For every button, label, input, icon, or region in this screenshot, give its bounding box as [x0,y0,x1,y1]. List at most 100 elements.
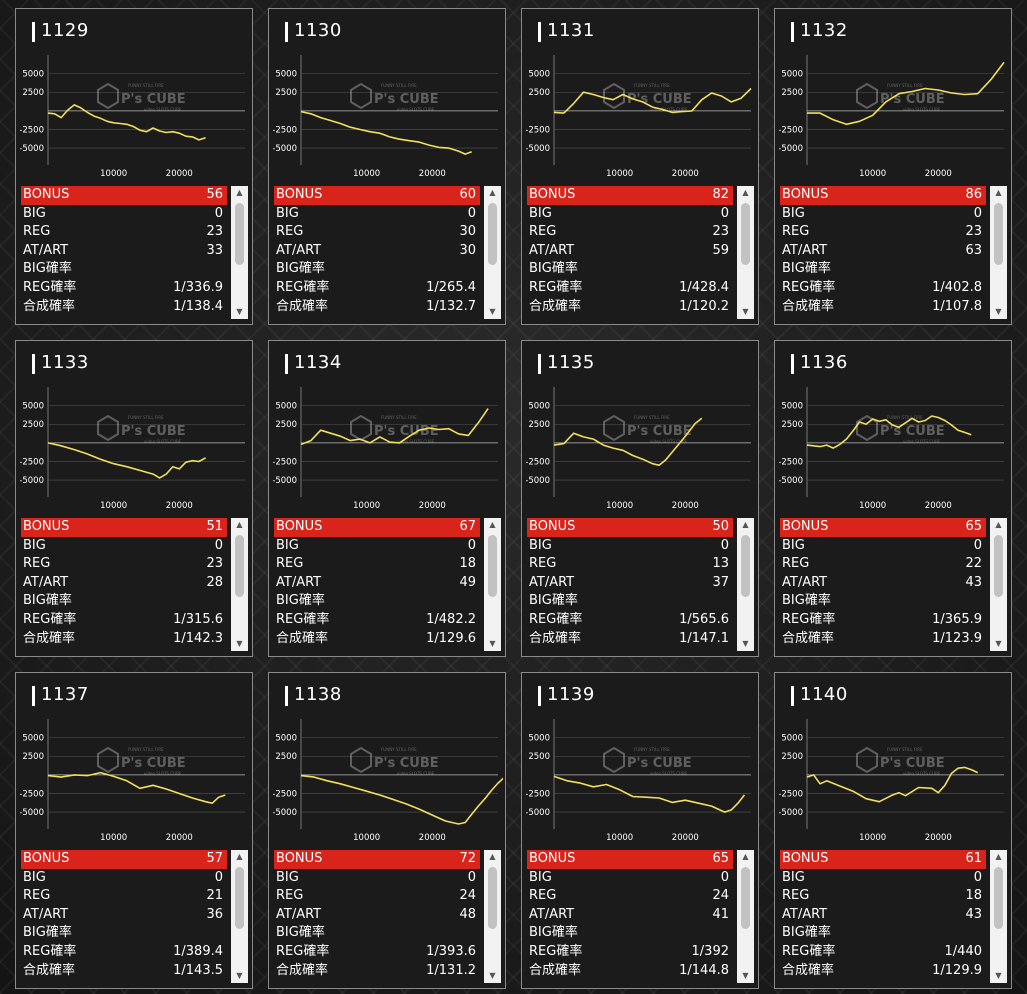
stats-panel[interactable]: BONUS 86 BIG 0 REG 23 AT/ART 63 BIG確率 REG確率 1/402.… [780,186,1007,319]
machine-card[interactable]: 1130 5000 2500 -2500 -5000 10000 20000 P's CUBE… [268,8,506,325]
stats-scrollbar[interactable]: ▲ ▼ [484,518,501,651]
arrow-up-icon[interactable]: ▲ [489,520,496,529]
stats-scrollbar[interactable]: ▲ ▼ [231,518,248,651]
stat-label: 合成確率 [276,630,329,646]
stat-label: BONUS [529,519,576,534]
stat-label: BIG確率 [529,593,578,609]
arrow-down-icon[interactable]: ▼ [236,639,243,648]
stat-label: REG確率 [276,944,330,959]
arrow-up-icon[interactable]: ▲ [236,188,243,197]
bonus-row: BONUS 60 [274,186,480,205]
machine-card[interactable]: 1139 5000 2500 -2500 -5000 10000 20000 P's CUBE… [521,672,759,989]
arrow-down-icon[interactable]: ▼ [995,971,1002,980]
arrow-down-icon[interactable]: ▼ [742,971,749,980]
machine-card[interactable]: 1137 5000 2500 -2500 -5000 10000 20000 P's CUBE… [15,672,253,989]
arrow-down-icon[interactable]: ▼ [742,307,749,316]
scroll-thumb[interactable] [994,203,1003,265]
scroll-thumb[interactable] [994,867,1003,929]
arrow-down-icon[interactable]: ▼ [489,639,496,648]
scroll-thumb[interactable] [488,867,497,929]
watermark-subline: video SLOTS CUBE [650,439,688,444]
machine-card[interactable]: 1134 5000 2500 -2500 -5000 10000 20000 P's CUBE… [268,340,506,657]
stats-panel[interactable]: BONUS 67 BIG 0 REG 18 AT/ART 49 BIG確率 REG確率 1/482.… [274,518,501,651]
arrow-down-icon[interactable]: ▼ [236,971,243,980]
machine-card[interactable]: 1136 5000 2500 -2500 -5000 10000 20000 P's CUBE… [774,340,1012,657]
machine-card[interactable]: 1132 5000 2500 -2500 -5000 10000 20000 P's CUBE… [774,8,1012,325]
stats-scrollbar[interactable]: ▲ ▼ [990,850,1007,983]
stat-value: 0 [214,537,223,553]
arrow-up-icon[interactable]: ▲ [489,188,496,197]
machine-number: 1135 [547,352,595,373]
stats-panel[interactable]: BONUS 82 BIG 0 REG 23 AT/ART 59 BIG確率 REG確率 1/428.… [527,186,754,319]
arrow-down-icon[interactable]: ▼ [742,639,749,648]
arrow-down-icon[interactable]: ▼ [236,307,243,316]
at-art-row: AT/ART 43 [780,574,986,593]
arrow-up-icon[interactable]: ▲ [236,520,243,529]
big-row: BIG 0 [21,537,227,556]
scroll-thumb[interactable] [994,535,1003,597]
stats-panel[interactable]: BONUS 57 BIG 0 REG 21 AT/ART 36 BIG確率 REG確率 1/389.… [21,850,248,983]
stat-label: REG確率 [782,944,836,959]
stats-panel[interactable]: BONUS 51 BIG 0 REG 23 AT/ART 28 BIG確率 REG確率 1/315.… [21,518,248,651]
arrow-up-icon[interactable]: ▲ [236,852,243,861]
stats-scrollbar[interactable]: ▲ ▼ [231,186,248,319]
scroll-thumb[interactable] [235,203,244,265]
bonus-row: BONUS 56 [21,186,227,205]
machine-card[interactable]: 1140 5000 2500 -2500 -5000 10000 20000 P's CUBE… [774,672,1012,989]
scroll-thumb[interactable] [741,535,750,597]
arrow-up-icon[interactable]: ▲ [489,852,496,861]
machine-card[interactable]: 1135 5000 2500 -2500 -5000 10000 20000 P's CUBE… [521,340,759,657]
stats-scrollbar[interactable]: ▲ ▼ [737,518,754,651]
machine-card[interactable]: 1133 5000 2500 -2500 -5000 10000 20000 P's CUBE… [15,340,253,657]
stats-panel[interactable]: BONUS 60 BIG 0 REG 30 AT/ART 30 BIG確率 REG確率 1/265.… [274,186,501,319]
stat-value: 0 [973,869,982,885]
watermark-logo: P's CUBE FUNNY STILL FIRE video SLOTS CUBE [350,82,439,112]
stats-panel[interactable]: BONUS 56 BIG 0 REG 23 AT/ART 33 BIG確率 REG確率 1/336.… [21,186,248,319]
scroll-thumb[interactable] [741,203,750,265]
arrow-up-icon[interactable]: ▲ [995,852,1002,861]
arrow-up-icon[interactable]: ▲ [742,852,749,861]
arrow-down-icon[interactable]: ▼ [995,639,1002,648]
stats-scrollbar[interactable]: ▲ ▼ [990,186,1007,319]
stat-value: 50 [712,519,729,534]
scroll-thumb[interactable] [235,535,244,597]
machine-card[interactable]: 1129 5000 2500 -2500 -5000 10000 20000 P's CUBE… [15,8,253,325]
stats-panel[interactable]: BONUS 72 BIG 0 REG 24 AT/ART 48 BIG確率 REG確率 1/393.… [274,850,501,983]
y-tick-label: -2500 [20,789,44,799]
arrow-up-icon[interactable]: ▲ [742,188,749,197]
stats-scrollbar[interactable]: ▲ ▼ [231,850,248,983]
watermark-tagline: FUNNY STILL FIRE [381,83,417,88]
scroll-thumb[interactable] [488,203,497,265]
machine-card[interactable]: 1131 5000 2500 -2500 -5000 10000 20000 P's CUBE… [521,8,759,325]
machine-card[interactable]: 1138 5000 2500 -2500 -5000 10000 20000 P's CUBE… [268,672,506,989]
stats-scrollbar[interactable]: ▲ ▼ [737,850,754,983]
scroll-thumb[interactable] [235,867,244,929]
stat-label: BIG確率 [782,925,831,941]
stat-value: 1/440 [944,944,982,959]
stat-label: BONUS [782,851,829,866]
stats-scrollbar[interactable]: ▲ ▼ [484,186,501,319]
header-accent-bar [538,22,541,42]
arrow-up-icon[interactable]: ▲ [995,520,1002,529]
stats-panel[interactable]: BONUS 61 BIG 0 REG 18 AT/ART 43 BIG確率 REG確率 1/440 合… [780,850,1007,983]
arrow-down-icon[interactable]: ▼ [489,971,496,980]
stats-scrollbar[interactable]: ▲ ▼ [737,186,754,319]
combined-prob-row: 合成確率 1/147.1 [527,630,733,649]
slump-graph: 5000 2500 -2500 -5000 10000 20000 P's CUBE FUNN… [20,719,245,843]
big-prob-row: BIG確率 [21,260,227,279]
scroll-thumb[interactable] [488,535,497,597]
arrow-up-icon[interactable]: ▲ [742,520,749,529]
arrow-down-icon[interactable]: ▼ [489,307,496,316]
arrow-up-icon[interactable]: ▲ [995,188,1002,197]
watermark-subline: video SLOTS CUBE [650,771,688,776]
scroll-thumb[interactable] [741,867,750,929]
stats-scrollbar[interactable]: ▲ ▼ [484,850,501,983]
stat-value: 51 [206,519,223,534]
stats-panel[interactable]: BONUS 65 BIG 0 REG 24 AT/ART 41 BIG確率 REG確率 1/392 合… [527,850,754,983]
stats-scrollbar[interactable]: ▲ ▼ [990,518,1007,651]
arrow-down-icon[interactable]: ▼ [995,307,1002,316]
stat-value: 37 [712,574,729,590]
stat-value: 0 [467,869,476,885]
stats-panel[interactable]: BONUS 65 BIG 0 REG 22 AT/ART 43 BIG確率 REG確率 1/365.… [780,518,1007,651]
stats-panel[interactable]: BONUS 50 BIG 0 REG 13 AT/ART 37 BIG確率 REG確率 1/565.… [527,518,754,651]
